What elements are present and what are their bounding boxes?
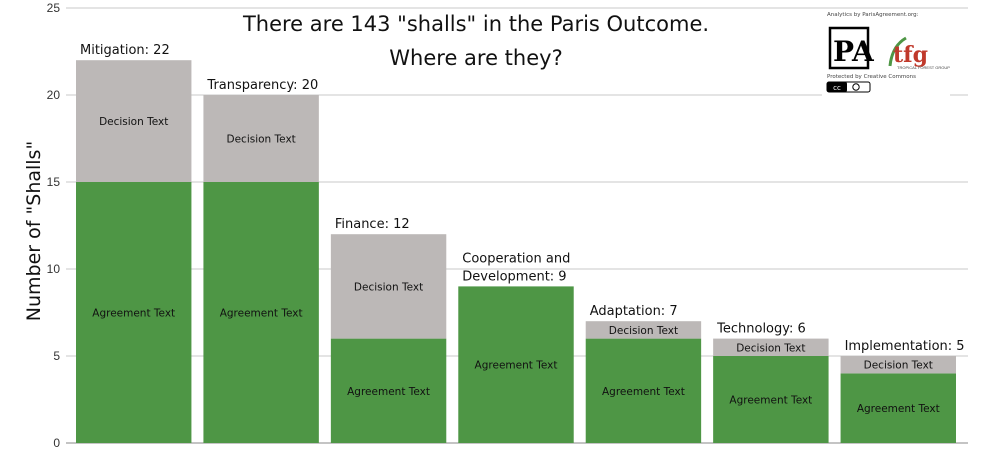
agreement-text-segment (203, 182, 319, 443)
pa-logo: PA (833, 35, 875, 68)
decision-text-label: Decision Text (736, 342, 805, 354)
agreement-text-segment (840, 373, 956, 443)
agreement-text-label: Agreement Text (729, 395, 812, 407)
branding-panel: Analytics by ParisAgreement.org: PA tfg … (822, 10, 950, 98)
attribution-icon (852, 83, 860, 91)
decision-text-label: Decision Text (354, 281, 423, 293)
agreement-text-segment (585, 338, 702, 443)
y-tick-label: 10 (47, 262, 61, 276)
category-label: Transparency: 20 (206, 78, 318, 93)
decision-text-label: Decision Text (227, 134, 296, 146)
decision-text-label: Decision Text (99, 116, 168, 128)
chart-title: There are 143 "shalls" in the Paris Outc… (242, 12, 709, 36)
cc-badge: cc (833, 84, 841, 92)
agreement-text-label: Agreement Text (92, 308, 175, 320)
agreement-text-label: Agreement Text (347, 386, 430, 398)
category-label: Mitigation: 22 (80, 43, 170, 58)
agreement-text-segment (330, 338, 447, 443)
y-tick-label: 15 (47, 175, 61, 189)
decision-text-segment (330, 234, 447, 339)
tfg-tree-icon (888, 36, 907, 67)
cc-credit: Protected by Creative Commons (827, 74, 916, 80)
y-tick-label: 20 (47, 88, 61, 102)
category-label: Finance: 12 (335, 217, 410, 232)
tfg-logo: tfg (893, 42, 928, 68)
y-tick-label: 25 (47, 1, 61, 15)
y-axis-ticks: 0 5 10 15 20 25 (47, 1, 61, 450)
decision-text-segment (203, 95, 319, 182)
decision-text-label: Decision Text (864, 360, 933, 372)
y-tick-label: 0 (53, 436, 60, 450)
y-tick-label: 5 (53, 349, 60, 363)
bars (76, 60, 956, 443)
tfg-tagline: TROPICAL FOREST GROUP (897, 65, 950, 70)
decision-text-segment (585, 321, 702, 339)
cc-badge-bg (827, 82, 847, 92)
category-label: Technology: 6 (716, 322, 806, 337)
pa-logo-frame (828, 26, 870, 70)
agreement-text-label: Agreement Text (475, 360, 558, 372)
agreement-text-label: Agreement Text (602, 386, 685, 398)
agreement-text-segment (458, 286, 574, 443)
category-label: Cooperation and (462, 251, 570, 266)
category-label: Implementation: 5 (845, 339, 965, 354)
y-axis-label: Number of "Shalls" (23, 141, 45, 321)
decision-text-segment (76, 60, 192, 183)
agreement-text-label: Agreement Text (857, 403, 940, 415)
decision-text-segment (840, 356, 956, 374)
decision-text-label: Decision Text (609, 325, 678, 337)
bar-labels: Agreement Text Decision Text Mitigation: 2… (80, 43, 965, 415)
chart-subtitle: Where are they? (389, 46, 562, 70)
agreement-text-segment (713, 356, 829, 443)
decision-text-segment (713, 338, 829, 356)
analytics-credit: Analytics by ParisAgreement.org: (827, 12, 919, 18)
agreement-text-segment (76, 182, 192, 443)
agreement-text-label: Agreement Text (220, 308, 303, 320)
category-label: Development: 9 (462, 269, 566, 284)
category-label: Adaptation: 7 (590, 304, 678, 319)
